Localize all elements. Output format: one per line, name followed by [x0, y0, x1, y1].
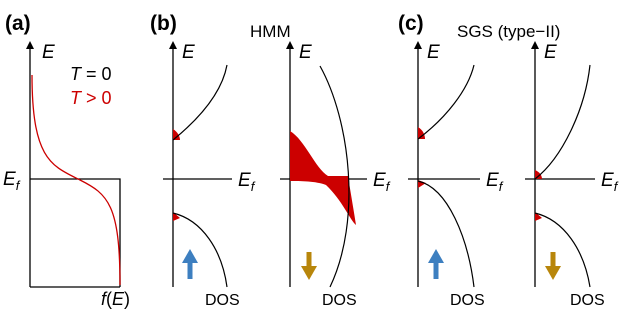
- panel-c-up-thermal-tail-upper: [418, 127, 425, 139]
- panel-c: (c) SGS (type−II) E Ef DOS E Ef: [398, 12, 619, 309]
- panel-b-up-conduction-band: [172, 64, 228, 141]
- panel-c-down-conduction-band: [534, 64, 591, 180]
- panel-c-title: SGS (type−II): [457, 22, 560, 41]
- legend-tpos: T > 0: [70, 88, 112, 108]
- panel-b-title: HMM: [250, 22, 291, 41]
- panel-c-up-energy-label: E: [427, 42, 440, 63]
- panel-c-down-thermal-tail-upper: [535, 170, 542, 179]
- panel-c-down-fermi-label: Ef: [601, 170, 619, 194]
- panel-a-energy-label: E: [42, 42, 55, 63]
- panel-c-spin-down: E Ef DOS: [525, 41, 619, 309]
- panel-c-down-thermal-tail-lower: [535, 212, 542, 221]
- spin-up-arrow-icon: [182, 249, 198, 279]
- panel-b-label: (b): [150, 12, 177, 35]
- panel-b-up-fermi-label: Ef: [238, 170, 256, 194]
- panel-c-up-conduction-band: [417, 64, 475, 140]
- panel-c-down-energy-label: E: [544, 42, 557, 63]
- panel-c-up-valence-band: [417, 180, 475, 288]
- spin-down-arrow-icon: [545, 252, 561, 280]
- panel-b-up-energy-label: E: [182, 42, 195, 63]
- panel-b-up-dos-label: DOS: [205, 292, 240, 309]
- panel-a-label: (a): [5, 12, 31, 35]
- panel-c-up-fermi-label: Ef: [486, 170, 504, 194]
- panel-b-dos-label: DOS: [322, 292, 357, 309]
- panel-a-step-t0: [30, 178, 121, 287]
- panel-b-spin-up: E Ef: [163, 41, 256, 288]
- legend-t0: T = 0: [70, 64, 112, 84]
- panel-c-up-dos-label: DOS: [450, 292, 485, 309]
- panel-b-down-energy-label: E: [299, 42, 312, 63]
- panel-a: (a) E Ef T = 0 T > 0 f(E): [3, 12, 130, 309]
- panel-a-fermi-curve: [31, 74, 121, 286]
- spin-down-arrow-icon: [301, 252, 317, 280]
- panel-c-spin-up: E Ef DOS: [408, 41, 504, 309]
- panel-b-up-valence-band: [172, 212, 228, 288]
- panel-b-down-occupied-region: [290, 131, 356, 225]
- panel-b-spin-down: E Ef DOS: [280, 41, 391, 309]
- panel-c-down-dos-label: DOS: [570, 292, 605, 309]
- panel-b-up-thermal-tail-lower: [173, 212, 180, 221]
- spin-up-arrow-icon: [428, 249, 444, 279]
- panel-a-fermi-level-label: Ef: [3, 169, 21, 193]
- panel-b-down-fermi-label: Ef: [373, 170, 391, 194]
- panel-b-up-thermal-tail-upper: [173, 129, 180, 140]
- panel-c-label: (c): [398, 12, 424, 35]
- panel-b: (b) HMM E Ef E Ef: [150, 12, 391, 309]
- panel-a-x-label: f(E): [101, 289, 130, 309]
- panel-c-down-valence-band: [534, 212, 591, 288]
- panel-b-down-band: [319, 65, 350, 288]
